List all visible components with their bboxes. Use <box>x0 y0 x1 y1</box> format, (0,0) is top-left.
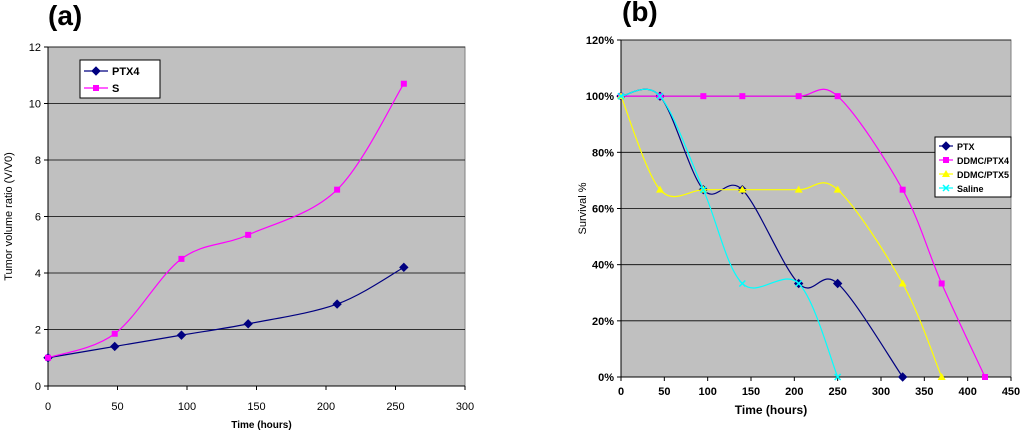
y-tick-label: 8 <box>35 155 41 167</box>
legend-label: S <box>112 83 119 95</box>
data-point <box>982 374 988 380</box>
y-tick-label: 120% <box>586 35 614 47</box>
legend-marker <box>942 184 950 192</box>
data-point <box>243 319 253 329</box>
data-point <box>739 93 746 100</box>
legend: PTX DDMC/PTX4 DDMC/PTX5 Saline <box>934 136 1012 198</box>
data-point <box>833 185 842 193</box>
x-tick-label: 200 <box>317 401 335 413</box>
x-axis-label: Time (hours) <box>735 403 807 417</box>
data-point <box>834 93 841 100</box>
series-s <box>45 80 407 361</box>
y-tick-label: 2 <box>35 325 41 337</box>
data-point <box>832 278 843 289</box>
legend-label: PTX <box>957 142 975 152</box>
legend-marker <box>91 66 101 76</box>
data-point <box>898 279 907 287</box>
x-tick-label: 300 <box>872 386 890 398</box>
x-tick-label: 400 <box>958 386 976 398</box>
y-tick-label: 10 <box>29 99 41 111</box>
legend-box <box>79 59 161 99</box>
x-tick-label: 350 <box>915 386 933 398</box>
data-point <box>834 373 842 381</box>
y-tick-label: 0 <box>35 381 41 393</box>
data-point <box>656 185 664 193</box>
data-point <box>899 186 906 193</box>
legend-item: PTX <box>939 141 975 152</box>
data-point <box>399 262 409 273</box>
y-tick-label: 6 <box>35 212 41 224</box>
x-tick-label: 150 <box>742 386 760 398</box>
data-point <box>617 92 625 100</box>
data-point <box>176 330 187 340</box>
y-tick-label: 4 <box>35 268 41 280</box>
x-tick-label: 300 <box>456 401 474 413</box>
data-point <box>45 354 51 361</box>
data-point <box>897 372 908 382</box>
data-point <box>332 299 342 309</box>
x-tick-label: 200 <box>785 386 803 398</box>
series-line <box>621 88 986 378</box>
panel-label-a: (a) <box>48 0 83 31</box>
data-point <box>400 80 407 87</box>
legend-item: PTX4 <box>84 66 140 78</box>
x-tick-label: 0 <box>618 386 624 398</box>
data-point <box>334 186 341 193</box>
x-tick-label: 150 <box>247 401 265 413</box>
x-tick-label: 100 <box>178 401 196 413</box>
y-tick-label: 0% <box>598 372 614 384</box>
data-point <box>110 341 120 352</box>
data-point <box>656 92 664 100</box>
data-point <box>738 185 747 193</box>
data-point <box>937 373 946 380</box>
legend-item: S <box>84 83 119 95</box>
legend-item: DDMC/PTX5 <box>939 170 1009 180</box>
y-tick-label: 20% <box>592 316 614 328</box>
legend-marker <box>941 141 951 151</box>
data-point <box>699 186 707 194</box>
chart-b: 0% 20% 40% 60% 80% 100% 120% 0 50 100 150 200 250 300… <box>577 35 1020 417</box>
data-point <box>738 279 746 288</box>
data-point <box>794 185 803 193</box>
data-point <box>700 93 707 100</box>
data-point <box>111 330 118 337</box>
y-tick-label: 60% <box>592 204 614 216</box>
y-tick-label: 40% <box>592 260 614 272</box>
x-tick-label: 100 <box>698 386 716 398</box>
legend-item: DDMC/PTX4 <box>939 156 1009 166</box>
y-tick-label: 80% <box>592 147 614 159</box>
x-tick-label: 250 <box>386 401 404 413</box>
x-tick-label: 50 <box>658 386 670 398</box>
legend-marker <box>93 85 99 91</box>
x-axis-label: Time (hours) <box>231 420 291 431</box>
y-tick-label: 100% <box>586 91 614 103</box>
y-tick-label: 12 <box>29 42 41 54</box>
legend-label: PTX4 <box>112 66 140 78</box>
panel-label-b: (b) <box>622 0 658 27</box>
x-tick-label: 450 <box>1002 386 1020 398</box>
y-axis-label: Tumor volume ratio (V/V0) <box>3 152 15 281</box>
series-line <box>47 266 405 359</box>
legend-item: Saline <box>939 184 984 194</box>
data-point <box>178 255 185 262</box>
legend: PTX4 S <box>79 59 161 99</box>
chart-a: 0 2 4 6 8 10 12 0 50 100 150 200 250 300 Time (hours) T… <box>3 42 474 431</box>
data-point <box>795 279 803 288</box>
legend-marker <box>942 170 950 177</box>
legend-label: DDMC/PTX4 <box>957 156 1009 166</box>
legend-label: Saline <box>957 184 984 194</box>
series-saline <box>617 88 842 381</box>
legend-marker <box>943 157 949 163</box>
legend-label: DDMC/PTX5 <box>957 170 1009 180</box>
x-tick-label: 250 <box>828 386 846 398</box>
x-tick-label: 50 <box>111 401 123 413</box>
data-point <box>938 280 945 287</box>
data-point <box>245 231 252 238</box>
data-point <box>795 93 802 100</box>
x-tick-label: 0 <box>45 401 51 413</box>
y-axis-label: Survival % <box>577 182 589 234</box>
